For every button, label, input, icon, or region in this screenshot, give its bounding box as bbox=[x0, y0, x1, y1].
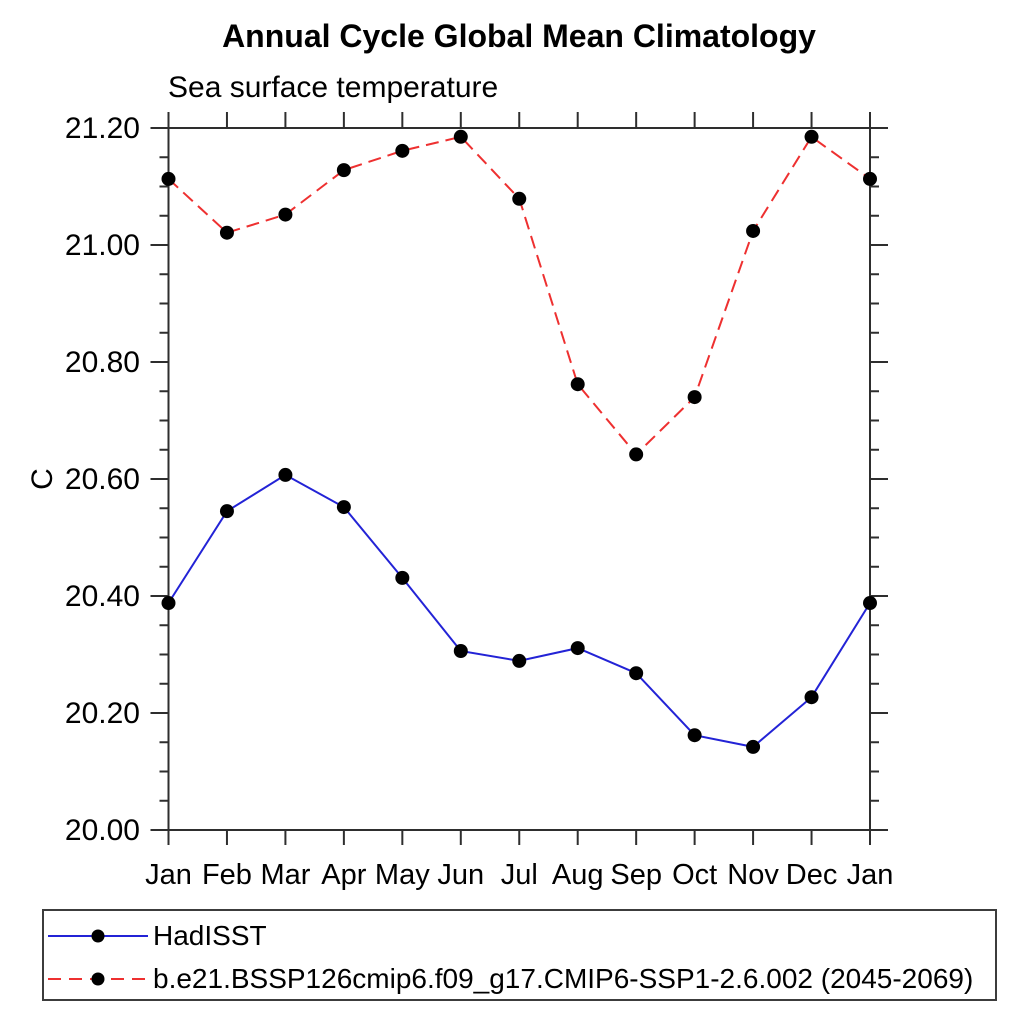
x-tick-label: Feb bbox=[202, 859, 252, 891]
series-markers-1 bbox=[161, 129, 877, 462]
x-tick-label: Nov bbox=[727, 859, 779, 891]
legend-sample-solid-line bbox=[48, 929, 148, 943]
y-tick-label: 20.40 bbox=[65, 580, 140, 613]
x-tick-label: Jan bbox=[847, 859, 894, 891]
y-tick-label: 21.00 bbox=[65, 229, 140, 262]
legend-label: b.e21.BSSP126cmip6.f09_g17.CMIP6-SSP1-2.… bbox=[153, 963, 974, 994]
series-line-0 bbox=[167, 473, 871, 748]
legend-item-hadisst: HadISST bbox=[46, 920, 267, 951]
x-tick-label: Mar bbox=[260, 859, 310, 891]
legend-item-model: b.e21.BSSP126cmip6.f09_g17.CMIP6-SSP1-2.… bbox=[46, 963, 974, 994]
y-tick-label: 20.20 bbox=[65, 697, 140, 730]
x-tick-label: Apr bbox=[321, 859, 366, 891]
y-tick-label: 21.20 bbox=[65, 112, 140, 145]
plot-svg: 20.00 20.20 20.40 20.60 20.80 21.00 21.20 Jan Fe… bbox=[65, 112, 894, 891]
x-tick-label: Dec bbox=[786, 859, 838, 891]
legend-box: HadISST b.e21.BSSP126cmip6.f09_g17.CMIP6… bbox=[42, 909, 997, 1001]
legend-label: HadISST bbox=[153, 920, 267, 951]
y-tick-label: 20.80 bbox=[65, 346, 140, 379]
x-tick-label: Jan bbox=[145, 859, 192, 891]
x-tick-label: Aug bbox=[552, 859, 604, 891]
x-tick-label: Sep bbox=[610, 859, 662, 891]
x-tick-label: Oct bbox=[672, 859, 717, 891]
y-tick-label: 20.00 bbox=[65, 814, 140, 847]
x-tick-label: May bbox=[375, 859, 430, 891]
chart-title: Annual Cycle Global Mean Climatology bbox=[222, 18, 816, 54]
legend-sample-dashed-line bbox=[48, 972, 148, 986]
x-tick-label: Jun bbox=[437, 859, 484, 891]
x-tick-label: Jul bbox=[501, 859, 538, 891]
y-tick-label: 20.60 bbox=[65, 463, 140, 496]
series-markers-0 bbox=[161, 467, 877, 754]
chart-subtitle: Sea surface temperature bbox=[168, 71, 499, 104]
series-line-1 bbox=[167, 135, 871, 456]
axes bbox=[150, 112, 888, 845]
